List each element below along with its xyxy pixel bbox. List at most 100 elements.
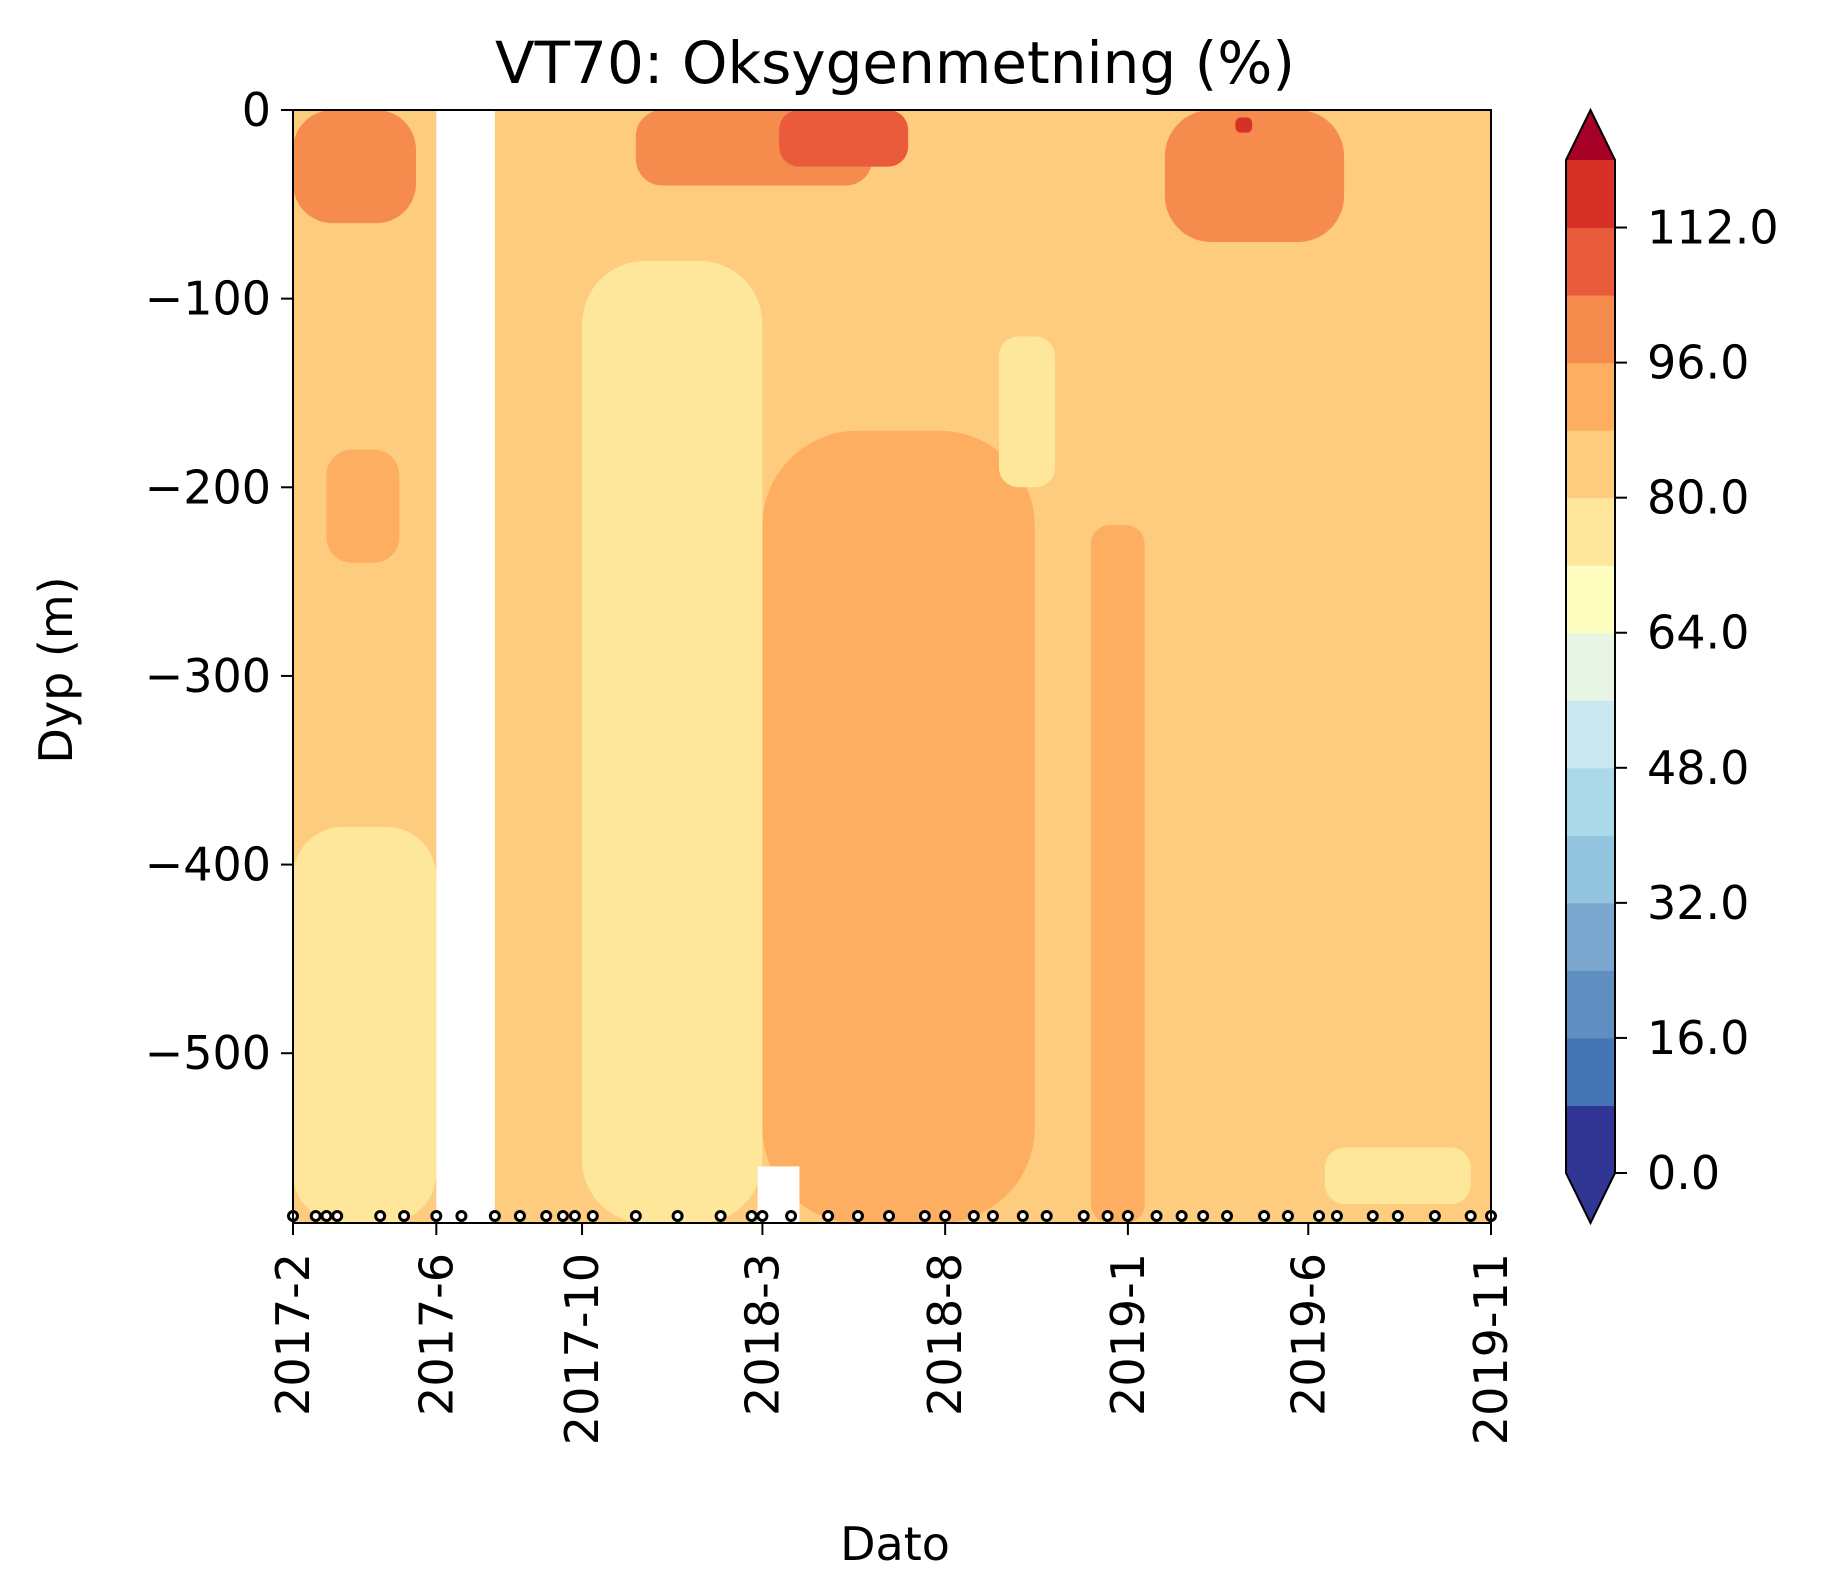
sample-marker	[756, 1210, 769, 1222]
colorbar-segment	[1566, 430, 1615, 499]
sample-marker	[1197, 1210, 1210, 1222]
plot-border	[292, 109, 1492, 1224]
colorbar-segment	[1566, 632, 1615, 701]
sample-marker	[1016, 1210, 1029, 1222]
y-tick-label: −100	[145, 272, 271, 326]
sample-marker	[851, 1210, 864, 1222]
sample-marker	[488, 1210, 501, 1222]
colorbar-tick-label: 48.0	[1647, 741, 1749, 795]
sample-marker	[1281, 1210, 1294, 1222]
colorbar: 0.0 16.0 32.0 48.0 64.0 80.0 96.0 112.0	[1565, 107, 1779, 1226]
contour-region	[293, 826, 437, 1223]
x-tick-label: 2019-1	[1101, 1253, 1155, 1416]
sample-marker	[986, 1210, 999, 1222]
sample-marker	[455, 1210, 468, 1222]
sample-marker	[309, 1210, 322, 1222]
x-axis: 2017-2 2017-6 2017-10 2018-3 2018-8 2019-1 201…	[266, 1223, 1518, 1445]
colorbar-segment	[1566, 835, 1615, 904]
x-tick-label: 2017-6	[409, 1253, 463, 1416]
sample-marker	[1101, 1210, 1114, 1222]
y-axis: 0 −100 −200 −300 −400 −500	[145, 83, 293, 1080]
sample-marker	[540, 1210, 553, 1222]
x-tick-label: 2019-6	[1281, 1253, 1335, 1416]
contour-region	[582, 260, 763, 1223]
contour-region	[1164, 110, 1345, 243]
colorbar-segment	[1566, 902, 1615, 971]
missing-data	[436, 110, 495, 1223]
sample-marker	[629, 1210, 642, 1222]
colorbar-segment	[1566, 1037, 1615, 1106]
sample-marker	[320, 1210, 333, 1222]
y-axis-label: Dyp (m)	[29, 576, 83, 763]
colorbar-segment	[1566, 362, 1615, 431]
sample-marker	[671, 1210, 684, 1222]
sample-marker	[568, 1210, 581, 1222]
colorbar-tick-label: 0.0	[1647, 1146, 1720, 1200]
sample-marker	[1313, 1210, 1326, 1222]
sample-marker	[1391, 1210, 1404, 1222]
sample-marker	[1464, 1210, 1477, 1222]
colorbar-tick-label: 16.0	[1647, 1011, 1749, 1065]
contour-region	[998, 336, 1056, 488]
colorbar-segment	[1566, 565, 1615, 634]
sample-marker	[556, 1210, 569, 1222]
plot-area	[293, 110, 1491, 1223]
sample-marker	[374, 1210, 387, 1222]
colorbar-segment	[1566, 970, 1615, 1039]
x-tick-label: 2019-11	[1464, 1253, 1518, 1445]
sample-marker	[1040, 1210, 1053, 1222]
sample-marker	[1121, 1210, 1134, 1222]
sample-marker	[331, 1210, 344, 1222]
colorbar-segment	[1566, 700, 1615, 769]
colorbar-segment	[1566, 227, 1615, 296]
x-tick-label: 2017-10	[555, 1253, 609, 1445]
x-tick-label: 2017-2	[266, 1253, 320, 1416]
sample-marker	[967, 1210, 980, 1222]
plot-frame	[287, 109, 1497, 1224]
sample-marker	[586, 1210, 599, 1222]
contour-region	[1090, 525, 1145, 1223]
x-tick-label: 2018-8	[918, 1253, 972, 1416]
sample-marker	[745, 1210, 758, 1222]
sample-marker	[1258, 1210, 1271, 1222]
contour-region	[1324, 1147, 1471, 1205]
sample-marker	[1077, 1210, 1090, 1222]
contour-region	[326, 449, 400, 563]
sample-marker	[1330, 1210, 1343, 1222]
contour-region	[1235, 117, 1253, 133]
colorbar-tick-label: 80.0	[1647, 471, 1749, 525]
colorbar-tick-label: 112.0	[1647, 201, 1779, 255]
sample-marker	[1175, 1210, 1188, 1222]
sample-marker	[1150, 1210, 1163, 1222]
sample-marker	[714, 1210, 727, 1222]
contour-region	[293, 110, 417, 224]
colorbar-segment	[1566, 1105, 1615, 1174]
sample-marker	[1221, 1210, 1234, 1222]
x-tick-label: 2018-3	[735, 1253, 789, 1416]
sample-marker	[883, 1210, 896, 1222]
colorbar-tick-label: 32.0	[1647, 876, 1749, 930]
sample-marker	[1428, 1210, 1441, 1222]
sample-marker	[785, 1210, 798, 1222]
y-tick-label: 0	[242, 83, 271, 137]
colorbar-tick-label: 96.0	[1647, 336, 1749, 390]
sample-marker	[513, 1210, 526, 1222]
x-axis-label: Dato	[840, 1517, 950, 1571]
contour-region	[779, 110, 909, 167]
colorbar-outline	[1565, 107, 1616, 1226]
colorbar-tick-label: 64.0	[1647, 606, 1749, 660]
sample-marker	[918, 1210, 931, 1222]
sample-marker	[1366, 1210, 1379, 1222]
contour-region	[762, 430, 1035, 1223]
colorbar-segment	[1566, 295, 1615, 364]
sample-marker	[430, 1210, 443, 1222]
y-tick-label: −300	[145, 649, 271, 703]
y-tick-label: −200	[145, 460, 271, 514]
colorbar-segment	[1566, 160, 1615, 229]
sample-marker	[398, 1210, 411, 1222]
colorbar-segment	[1566, 497, 1615, 566]
y-tick-label: −400	[145, 838, 271, 892]
sample-marker	[939, 1210, 952, 1222]
colorbar-extend-under	[1566, 1173, 1615, 1223]
